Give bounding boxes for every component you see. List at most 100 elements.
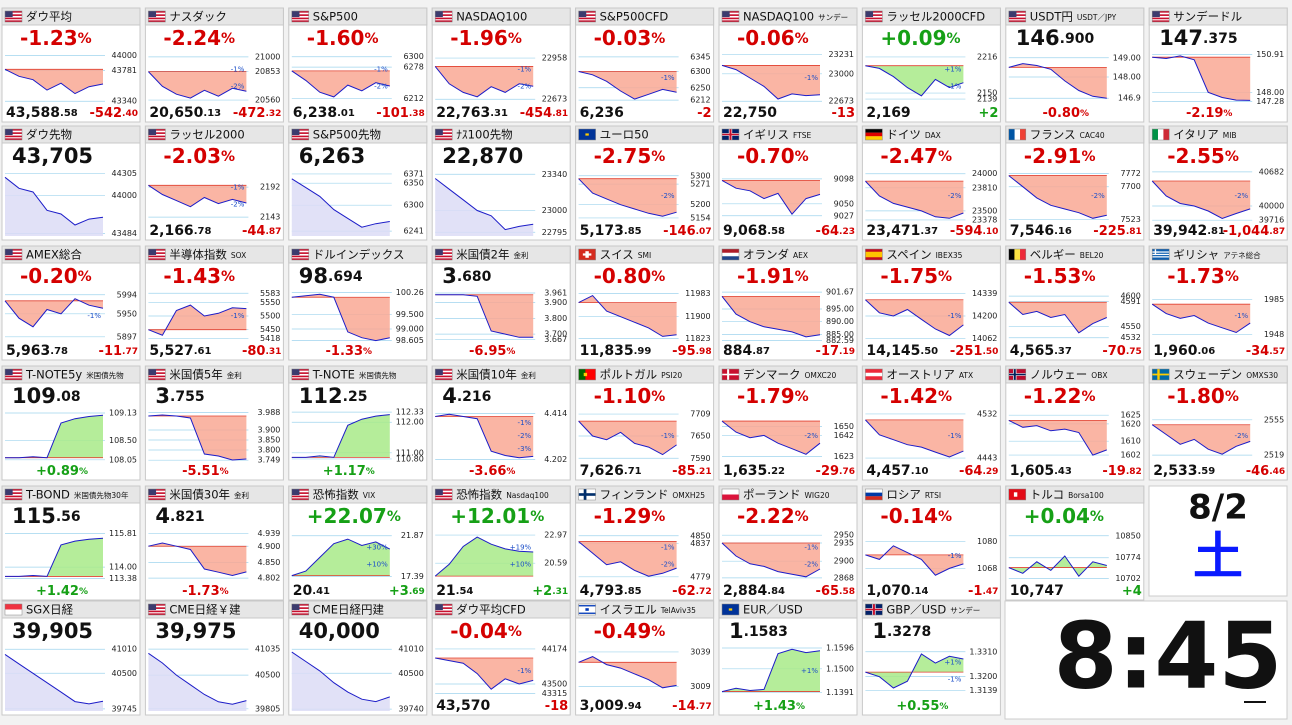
pct-tick-label: -1% — [661, 543, 675, 551]
area — [1152, 424, 1251, 455]
tile-bg — [144, 125, 284, 241]
tick-label: 115.81 — [109, 529, 137, 538]
quote-tile: S&P500 -1.60% 6300 6278 6212 -1% -2% 6,238.01 -1… — [288, 7, 428, 123]
flag-part — [5, 11, 22, 22]
tick-label: 2143 — [260, 213, 280, 222]
flag-border — [434, 603, 453, 616]
flag-part — [435, 492, 453, 494]
pct-tick-label: -2% — [518, 83, 532, 91]
flag-part — [435, 604, 453, 615]
flag-part — [435, 14, 453, 16]
tile-bg — [144, 485, 284, 601]
tile-header — [861, 365, 1001, 384]
tile-sub: Nasdaq100 — [506, 491, 549, 500]
flag-part — [578, 11, 596, 22]
price: 5,173.85 — [580, 223, 642, 239]
tick-label: 99.500 — [396, 310, 424, 319]
tile-header — [288, 125, 428, 144]
tick-label: 4.900 — [257, 542, 280, 551]
tile-sub: PSI20 — [661, 371, 682, 380]
area — [578, 541, 677, 577]
flag-part — [435, 489, 453, 491]
flag-part — [291, 604, 309, 606]
area — [722, 296, 820, 337]
flag-part — [578, 493, 596, 496]
tile-bg — [575, 600, 715, 716]
price-line — [4, 298, 104, 328]
flag-border — [434, 488, 453, 501]
price: 884.87 — [723, 343, 770, 359]
pct-tick-label: +1% — [944, 65, 961, 73]
change: -251.50 — [950, 344, 999, 359]
flag-part — [1008, 373, 1026, 376]
flag-part — [5, 249, 13, 256]
flag-part — [722, 17, 739, 20]
flag-part — [5, 489, 22, 500]
flag-part — [148, 129, 157, 136]
tick-label: 1.3310 — [969, 647, 997, 656]
flag-part — [5, 129, 22, 131]
tile-name: ベルギー — [1030, 248, 1076, 262]
area — [1152, 55, 1251, 101]
price-line — [865, 419, 964, 458]
headline: -1.79% — [737, 384, 809, 408]
price-line — [291, 178, 390, 228]
headline: -0.04% — [450, 619, 522, 643]
tick-label: 41035 — [255, 645, 280, 654]
tile-header — [431, 125, 571, 144]
tick-label: 5950 — [117, 309, 137, 318]
tick-label: 41010 — [112, 645, 137, 654]
flag-part — [722, 11, 730, 18]
flag-border — [1151, 10, 1170, 23]
headline: 43,705 — [12, 144, 93, 168]
price: 2,533.59 — [1153, 463, 1215, 479]
flag-border — [4, 128, 23, 141]
tile-bg — [1148, 365, 1288, 481]
quote-tile: 米国債10年 金利 4.216 4.414 4.202 -1% -2% -3% -3.66% — [431, 365, 571, 481]
flag-part — [5, 129, 13, 136]
quote-tile: トルコ Borsa100 +0.04% 10850 10774 10702 10,747 +4 — [1005, 485, 1145, 601]
flag-part — [148, 613, 166, 615]
price: 23,471.37 — [866, 223, 938, 239]
tile-header — [1148, 125, 1288, 144]
tick-label: 14200 — [972, 312, 997, 321]
flag-part — [291, 492, 309, 494]
quote-tile: S&P500CFD -0.03% 6345 6300 6250 6212 -1% 6,236 -… — [575, 7, 715, 123]
area — [435, 66, 534, 97]
area — [1008, 420, 1107, 456]
flag-part — [5, 369, 22, 380]
flag-part — [1152, 14, 1170, 16]
price-line — [291, 651, 390, 703]
flag-part — [291, 369, 309, 380]
flag-border — [578, 488, 596, 501]
tick-label: 112.00 — [396, 418, 424, 427]
flag-border — [4, 10, 23, 23]
tick-label: 1985 — [1264, 295, 1284, 304]
flag-part — [148, 495, 166, 498]
tick-label: 7700 — [1120, 182, 1140, 191]
area — [5, 654, 103, 711]
tick-label: 4850 — [690, 531, 710, 540]
change-pct: -5.51% — [182, 464, 229, 479]
tile-name: ポーランド — [743, 488, 801, 502]
flag-part — [1008, 129, 1015, 140]
tile-name: スイス — [600, 248, 634, 262]
flag-part — [865, 11, 883, 22]
tick-label: 3.900 — [544, 298, 567, 307]
flag-part — [435, 489, 453, 500]
tile-bg — [1, 7, 141, 123]
area — [5, 177, 103, 236]
pct-tick-label: -1% — [804, 543, 818, 551]
tile-name: ダウ平均 — [26, 10, 72, 24]
flag-border — [1151, 128, 1170, 141]
flag-part — [148, 249, 157, 256]
tick-label: 10774 — [1115, 553, 1140, 562]
quote-tile: ロシア RTSI -0.14% 1080 1068 -1% 1,070.14 -1.47 — [861, 485, 1001, 601]
flag-part — [722, 249, 739, 253]
area — [865, 65, 964, 96]
tile-header — [1148, 245, 1288, 264]
change: -2 — [697, 106, 711, 121]
pct-tick-label: -1% — [804, 74, 818, 82]
price: 9,068.58 — [723, 223, 785, 239]
